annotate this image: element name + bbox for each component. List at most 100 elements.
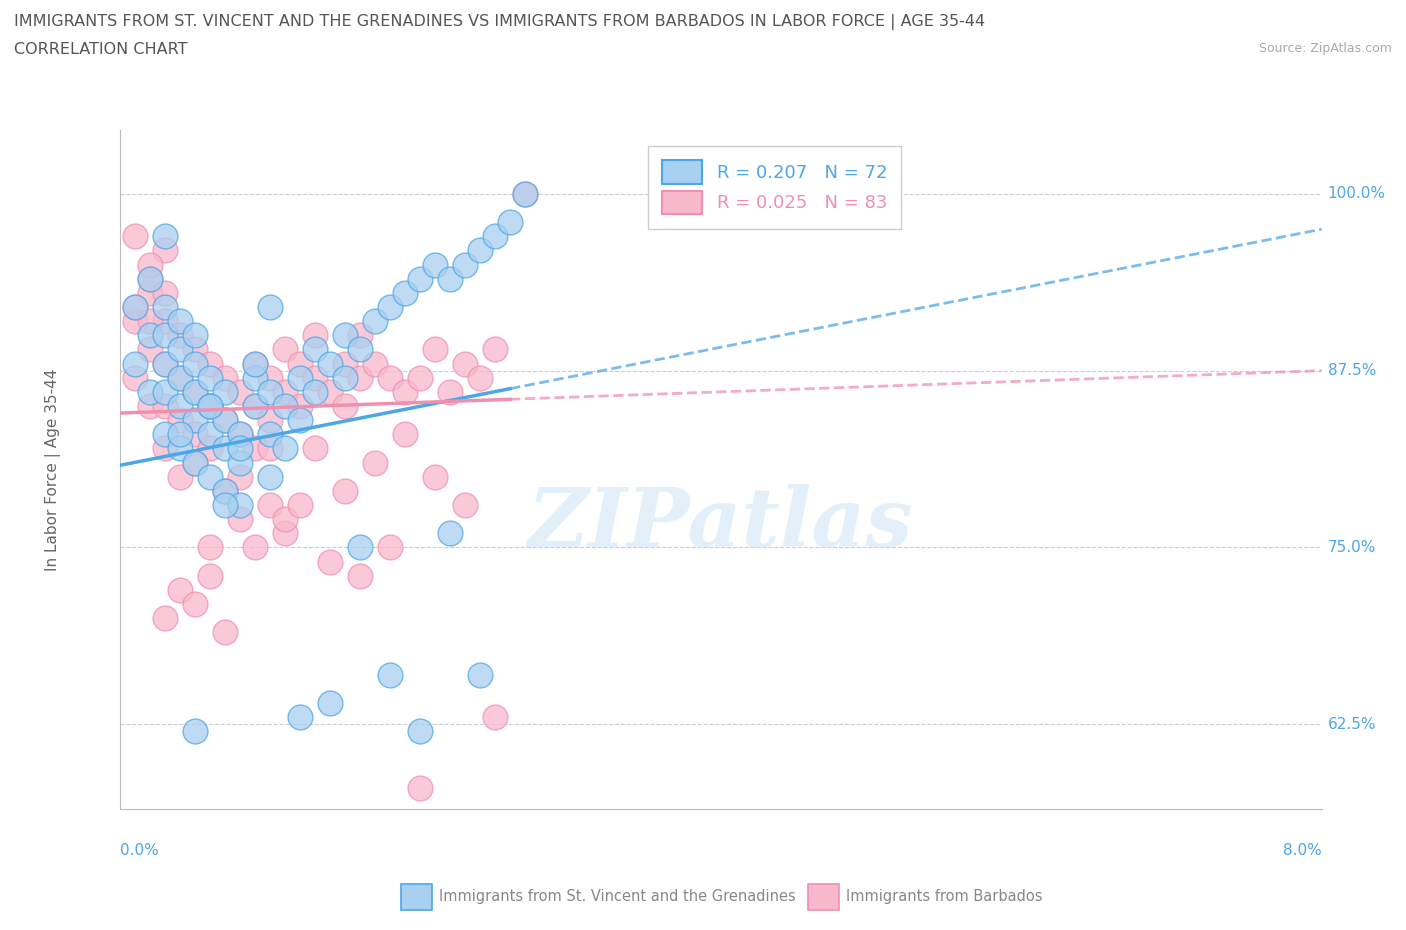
Point	[333, 356, 356, 371]
Point	[409, 272, 432, 286]
Point	[304, 328, 326, 343]
Point	[138, 342, 160, 357]
Point	[274, 384, 297, 399]
Point	[499, 215, 522, 230]
Point	[274, 525, 297, 540]
Point	[228, 470, 252, 485]
Text: 0.0%: 0.0%	[120, 843, 159, 858]
Point	[439, 272, 461, 286]
Point	[394, 384, 416, 399]
Point	[153, 229, 176, 244]
Point	[274, 512, 297, 526]
Point	[288, 498, 311, 512]
Point	[183, 724, 205, 738]
Point	[153, 399, 176, 414]
Point	[138, 272, 160, 286]
Point	[378, 299, 401, 314]
Point	[288, 399, 311, 414]
Point	[228, 427, 252, 442]
Point	[153, 313, 176, 328]
Point	[153, 328, 176, 343]
Point	[333, 370, 356, 385]
Point	[274, 399, 297, 414]
Point	[169, 413, 191, 428]
Point	[228, 441, 252, 456]
Point	[138, 384, 160, 399]
Text: 100.0%: 100.0%	[1327, 186, 1386, 202]
Point	[124, 313, 146, 328]
Point	[304, 370, 326, 385]
Point	[439, 384, 461, 399]
Point	[214, 370, 236, 385]
Legend: R = 0.207   N = 72, R = 0.025   N = 83: R = 0.207 N = 72, R = 0.025 N = 83	[648, 146, 901, 229]
Point	[243, 356, 266, 371]
Point	[243, 370, 266, 385]
Point	[153, 299, 176, 314]
Point	[484, 710, 506, 724]
Point	[183, 455, 205, 470]
Point	[183, 455, 205, 470]
Point	[214, 498, 236, 512]
Point	[198, 356, 221, 371]
Point	[259, 384, 281, 399]
Point	[214, 413, 236, 428]
Text: 87.5%: 87.5%	[1327, 363, 1376, 379]
Point	[259, 370, 281, 385]
Point	[378, 540, 401, 555]
Point	[153, 441, 176, 456]
Point	[169, 427, 191, 442]
Point	[288, 370, 311, 385]
Point	[274, 342, 297, 357]
Point	[304, 384, 326, 399]
Point	[274, 441, 297, 456]
Point	[214, 413, 236, 428]
Point	[259, 427, 281, 442]
Point	[153, 356, 176, 371]
Point	[153, 427, 176, 442]
Point	[153, 611, 176, 626]
Point	[515, 186, 537, 201]
Point	[198, 568, 221, 583]
Point	[378, 370, 401, 385]
Point	[214, 484, 236, 498]
Point	[468, 668, 492, 683]
Point	[124, 370, 146, 385]
Text: Immigrants from Barbados: Immigrants from Barbados	[846, 889, 1043, 904]
Point	[243, 356, 266, 371]
Text: CORRELATION CHART: CORRELATION CHART	[14, 42, 187, 57]
Point	[394, 427, 416, 442]
Text: In Labor Force | Age 35-44: In Labor Force | Age 35-44	[45, 368, 62, 571]
Point	[169, 441, 191, 456]
Point	[304, 441, 326, 456]
Text: ZIPatlas: ZIPatlas	[527, 484, 914, 564]
Point	[243, 399, 266, 414]
Point	[288, 710, 311, 724]
Point	[138, 286, 160, 300]
Point	[198, 370, 221, 385]
Text: 75.0%: 75.0%	[1327, 540, 1376, 555]
Point	[259, 413, 281, 428]
Point	[228, 512, 252, 526]
Point	[454, 257, 477, 272]
Point	[319, 554, 342, 569]
Point	[198, 441, 221, 456]
Point	[394, 286, 416, 300]
Point	[423, 470, 446, 485]
Point	[319, 696, 342, 711]
Point	[349, 370, 371, 385]
Point	[484, 229, 506, 244]
Point	[169, 313, 191, 328]
Point	[349, 540, 371, 555]
Point	[183, 384, 205, 399]
Point	[214, 441, 236, 456]
Text: Source: ZipAtlas.com: Source: ZipAtlas.com	[1258, 42, 1392, 55]
Point	[454, 356, 477, 371]
Point	[259, 498, 281, 512]
Point	[333, 328, 356, 343]
Point	[169, 399, 191, 414]
Point	[288, 413, 311, 428]
Point	[409, 370, 432, 385]
Point	[183, 427, 205, 442]
Point	[169, 370, 191, 385]
Text: IMMIGRANTS FROM ST. VINCENT AND THE GRENADINES VS IMMIGRANTS FROM BARBADOS IN LA: IMMIGRANTS FROM ST. VINCENT AND THE GREN…	[14, 14, 986, 30]
